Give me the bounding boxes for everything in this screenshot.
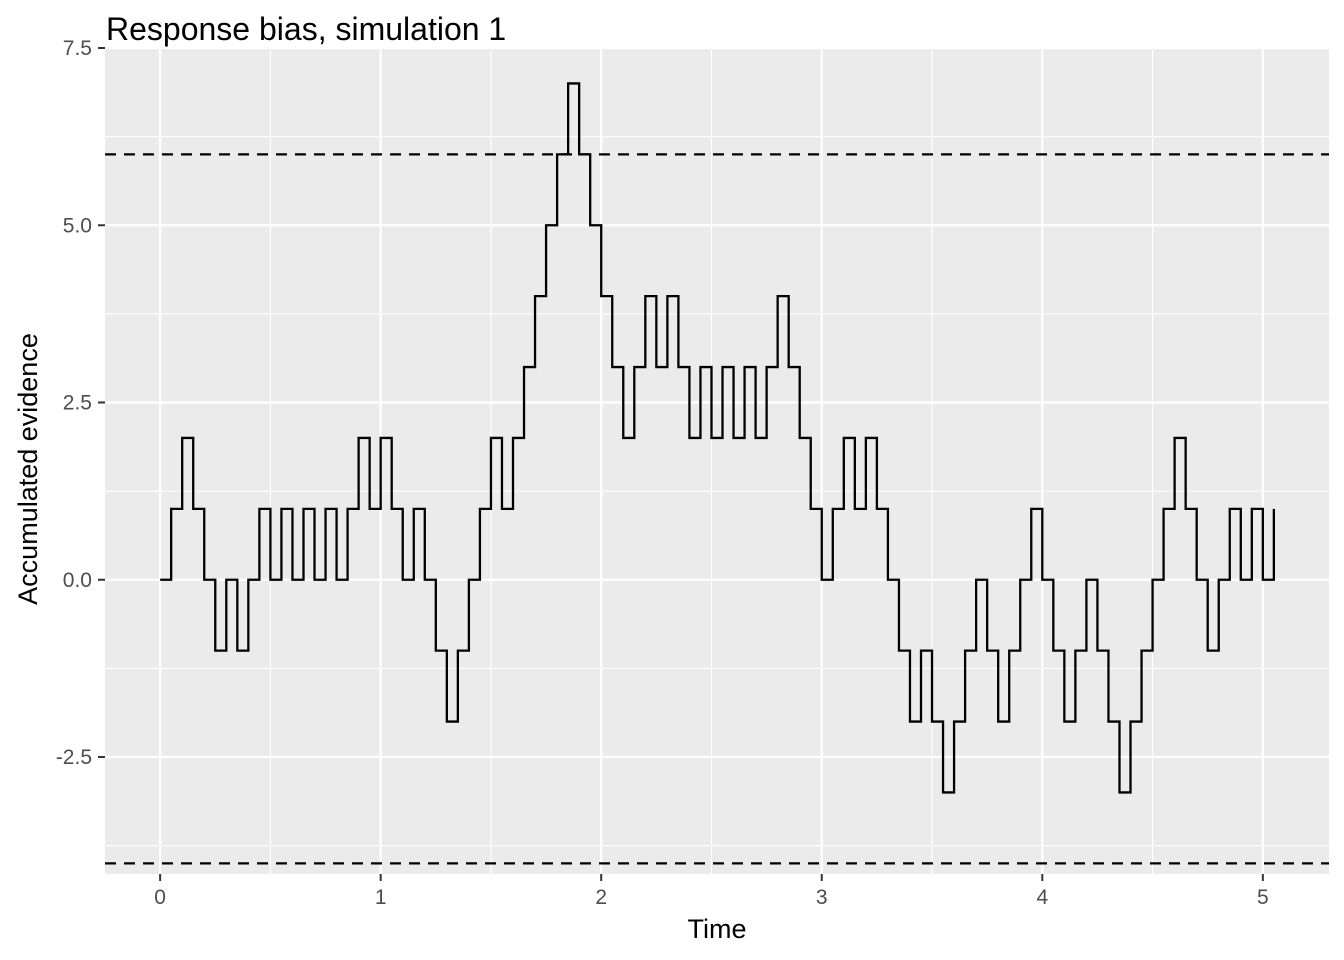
x-tick-label: 5 [1257,886,1269,909]
plot-panel [105,48,1329,874]
x-tick-label: 3 [816,886,828,909]
x-tick-label: 2 [595,886,607,909]
minor-gridlines [105,48,1329,874]
evidence-step-line [160,82,1276,794]
y-axis: -2.5 0.0 2.5 5.0 7.5 [56,37,105,769]
chart-title: Response bias, simulation 1 [106,11,506,47]
series-layer [160,82,1276,794]
y-tick-label: 2.5 [63,392,92,415]
y-tick-label: 7.5 [63,37,92,60]
threshold-lines [105,153,1329,865]
y-axis-title: Accumulated evidence [13,333,43,605]
x-axis-title: Time [688,914,747,944]
y-tick-label: 5.0 [63,214,92,237]
x-tick-label: 4 [1036,886,1048,909]
y-tick-label: -2.5 [56,746,92,769]
x-tick-label: 0 [154,886,166,909]
x-tick-label: 1 [375,886,387,909]
major-gridlines [105,46,1329,874]
x-axis: 0 1 2 3 4 5 [154,874,1269,909]
y-tick-label: 0.0 [63,569,92,592]
